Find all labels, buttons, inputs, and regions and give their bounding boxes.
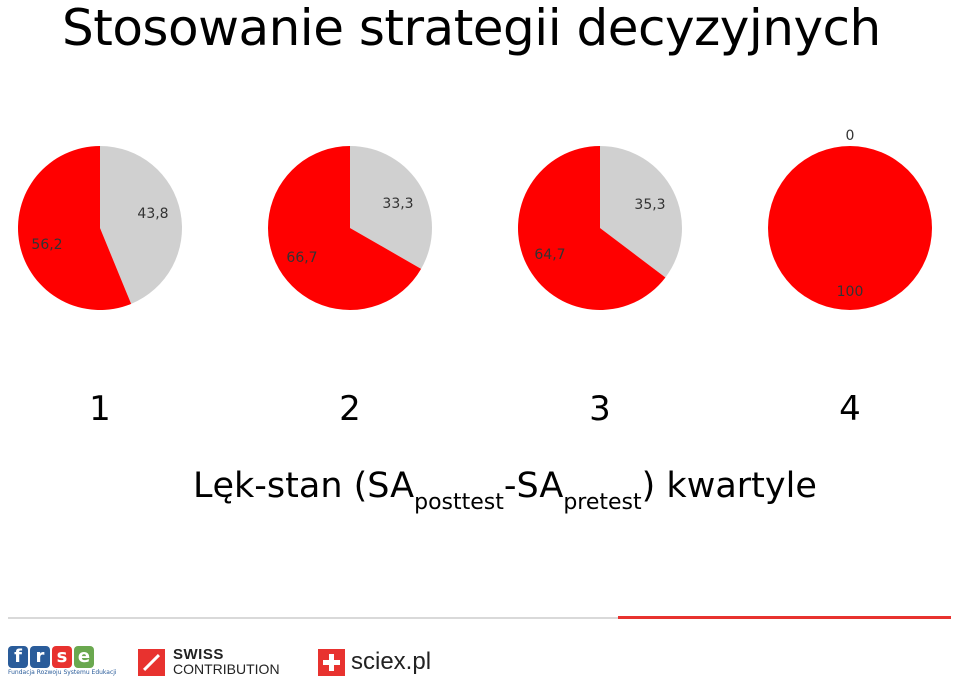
x-axis-label-main: Lęk-stan (SA — [193, 466, 415, 506]
pie-3: 64,7 35,3 — [517, 146, 682, 311]
frse-letter-s: s — [52, 646, 72, 668]
pie-3-label-gray: 35,3 — [634, 197, 665, 213]
sciex-logo: sciex.pl — [318, 648, 431, 676]
swiss-cross-icon — [318, 648, 345, 676]
pie-2-label-red: 66,7 — [286, 250, 317, 266]
swiss-logo-line2: CONTRIBUTION — [173, 661, 280, 677]
pie-4-slice-red — [768, 146, 932, 310]
pie-2-slice-red — [268, 146, 422, 310]
pie-1-label-red: 56,2 — [31, 237, 62, 253]
x-axis-label: Lęk-stan (SAposttest-SApretest) kwartyle — [193, 462, 817, 527]
swiss-contribution-logo: SWISS CONTRIBUTION — [138, 646, 280, 677]
quartile-label-3: 3 — [589, 389, 611, 429]
frse-letter-f: f — [8, 646, 28, 668]
pie-3-slice-red — [517, 146, 666, 311]
pie-1-label-gray: 43,8 — [137, 206, 168, 222]
x-axis-label-mid: -SA — [503, 466, 564, 506]
frse-letter-e: e — [74, 646, 94, 668]
pie-4: 100 0 — [768, 128, 932, 310]
pie-1-slice-gray — [100, 146, 182, 304]
pie-1: 56,2 43,8 — [17, 146, 182, 311]
footer-divider-gray — [8, 617, 618, 619]
frse-letter-r: r — [30, 646, 50, 668]
x-axis-label-end: ) kwartyle — [641, 466, 817, 506]
pie-charts: 56,2 43,8 1 66,7 33,3 2 64,7 35,3 3 100 0 4 — [17, 128, 932, 429]
pie-4-label-gray: 0 — [846, 128, 855, 144]
x-axis-label-sub-pretest: pretest — [563, 490, 642, 515]
quartile-label-4: 4 — [839, 389, 861, 429]
pie-3-slice-gray — [600, 146, 682, 278]
pie-2-slice-gray — [350, 146, 432, 269]
swiss-logo-line1: SWISS — [173, 646, 224, 663]
quartile-label-2: 2 — [339, 389, 361, 429]
frse-logo-caption: Fundacja Rozwoju Systemu Edukacji — [8, 669, 117, 676]
footer-divider-red — [618, 616, 951, 619]
pie-3-label-red: 64,7 — [534, 247, 565, 263]
pie-2-label-gray: 33,3 — [382, 196, 413, 212]
swiss-flag-icon — [138, 648, 165, 676]
x-axis-label-sub-posttest: posttest — [414, 490, 504, 515]
quartile-label-1: 1 — [89, 389, 111, 429]
sciex-logo-text: sciex.pl — [351, 648, 432, 675]
pie-1-slice-red — [17, 146, 132, 311]
pie-4-label-red: 100 — [837, 284, 864, 300]
pie-2: 66,7 33,3 — [268, 146, 432, 310]
page-title: Stosowanie strategii decyzyjnych — [62, 0, 881, 57]
